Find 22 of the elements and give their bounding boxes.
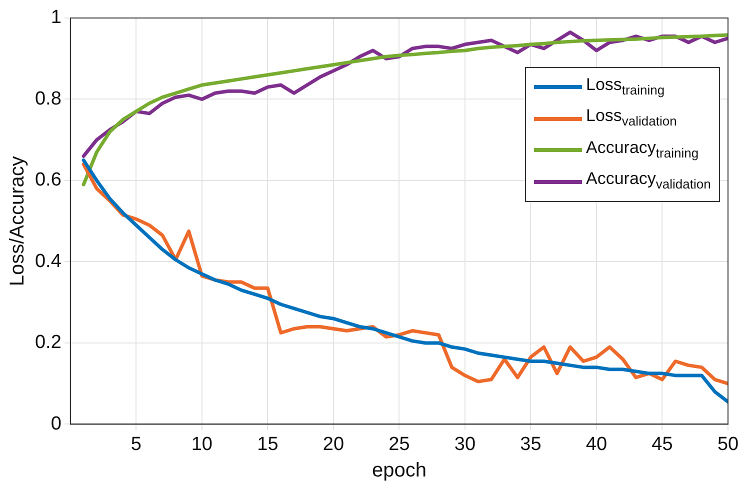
y-axis-title: Loss/Accuracy [6, 156, 29, 286]
legend-label: Accuracy$_{validation}$ [586, 168, 711, 194]
x-tick-label: 20 [322, 434, 344, 455]
legend-label: Accuracy$_{training}$ [586, 136, 699, 162]
y-tick-label: 0.6 [34, 170, 62, 191]
x-tick-label: 50 [717, 434, 739, 455]
legend-label: Loss$_{validation}$ [586, 105, 677, 131]
x-tick-label: 35 [520, 434, 542, 455]
x-tick-label: 10 [191, 434, 212, 455]
x-tick-label: 40 [586, 434, 608, 455]
legend-label: Loss$_{training}$ [586, 74, 665, 100]
x-tick-label: 5 [130, 434, 142, 455]
x-axis-title: epoch [372, 460, 426, 482]
y-tick-label: 0.8 [34, 88, 62, 110]
x-tick-label: 45 [652, 434, 673, 455]
y-tick-label: 0.4 [34, 250, 62, 272]
x-tick-label: 25 [388, 434, 410, 455]
y-tick-label: 1 [50, 7, 62, 28]
x-tick-label: 30 [454, 434, 476, 455]
y-tick-label: 0 [50, 413, 62, 434]
y-tick-label: 0.2 [34, 332, 62, 354]
x-tick-label: 15 [257, 434, 278, 455]
